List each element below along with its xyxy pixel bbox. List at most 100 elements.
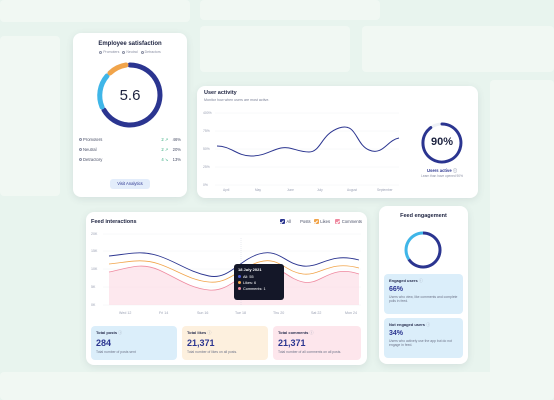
stat-description: Total number of all comments on all post… (278, 350, 342, 354)
not-engaged-users-panel: Not engaged users ⓘ 34% Users who active… (384, 318, 463, 358)
x-tick-label: August (347, 188, 357, 192)
x-tick-label: Tue 18 (235, 311, 246, 315)
stat-value: 21,371 (278, 338, 306, 348)
y-tick-label: 5K (91, 285, 96, 289)
stat-description: Total number of posts sent (96, 350, 136, 354)
engagement-ring (404, 231, 442, 269)
filter-posts[interactable]: Posts (300, 219, 311, 224)
x-tick-label: Thu 20 (273, 311, 284, 315)
background-tile (490, 80, 554, 380)
visit-analytics-button[interactable]: Visit Analytics (110, 179, 150, 189)
row-neutral: Neutral 2 ↗ 20% (79, 147, 181, 152)
row-promoters: Promoters 2 ↗ 46% (79, 137, 181, 142)
users-active-note: Learn than have opened 90% (421, 174, 463, 178)
users-active-label: Users active ⓘ (426, 168, 458, 173)
background-tile (362, 26, 554, 72)
x-tick-label: September (377, 188, 394, 192)
legend-item-promoters: Promoters (99, 50, 119, 54)
background-tile (0, 36, 60, 196)
y-tick-label: 400% (203, 111, 212, 115)
y-tick-label: 75% (203, 129, 210, 133)
y-tick-label: 0K (91, 303, 96, 307)
stat-total-posts: Total posts ⓘ 284 Total number of posts … (91, 326, 177, 360)
user-activity-chart: 400% 75% 50% 25% 0% April May June July … (203, 111, 400, 192)
satisfaction-legend: Promoters Neutral Detractors (73, 50, 187, 54)
x-axis-labels: Wed 12 Fri 14 Sun 16 Tue 18 Thu 20 Sat 2… (119, 311, 357, 315)
ring-segment-promoters (101, 62, 163, 128)
stat-value: 21,371 (187, 338, 215, 348)
stat-label: Not engaged users ⓘ (389, 322, 431, 327)
background-tile (200, 26, 350, 72)
stat-label: Engaged users ⓘ (389, 278, 423, 283)
filter-all[interactable]: All (279, 219, 291, 225)
background-tile (0, 372, 554, 400)
checkbox-icon (313, 219, 319, 225)
x-tick-label: Wed 12 (119, 311, 131, 315)
x-tick-label: Sun 16 (197, 311, 208, 315)
feed-engagement-card: Feed engagement Engaged users ⓘ 66% User… (379, 206, 468, 364)
y-axis-labels: 400% 75% 50% 25% 0% (203, 111, 212, 187)
card-title: User activity (204, 90, 237, 96)
y-tick-label: 25% (203, 165, 210, 169)
stat-label: Total likes ⓘ (187, 330, 212, 335)
employee-satisfaction-card: Employee satisfaction Promoters Neutral … (73, 33, 187, 197)
y-tick-label: 50% (203, 147, 210, 151)
card-subtitle: Monitor how when users are most active. (204, 98, 270, 102)
info-icon[interactable]: ⓘ (418, 278, 423, 283)
legend-item-detractors: Detractors (140, 50, 161, 54)
engaged-users-panel: Engaged users ⓘ 66% Users who view, like… (384, 274, 463, 314)
stat-description: Users who view, like comments and comple… (389, 295, 458, 303)
y-tick-label: 10K (91, 267, 98, 271)
activity-line (216, 126, 400, 157)
background-tile (0, 0, 190, 22)
info-icon[interactable]: ⓘ (426, 322, 431, 327)
y-tick-label: 0% (203, 183, 208, 187)
satisfaction-score: 5.6 (119, 87, 141, 104)
satisfaction-rows: Promoters 2 ↗ 46% Neutral 2 ↗ 20% Detrac… (79, 137, 181, 162)
filter-likes[interactable]: Likes (313, 219, 330, 225)
users-active-value: 90% (430, 136, 454, 148)
feed-filters: All Posts Likes Comments (279, 219, 362, 225)
legend-item-neutral: Neutral (122, 50, 138, 54)
row-detractory: Detractory 4 ↘ 13% (79, 157, 181, 162)
x-tick-label: Fri 14 (159, 311, 168, 315)
satisfaction-ring (97, 62, 163, 128)
info-icon[interactable]: ⓘ (118, 330, 123, 335)
info-icon[interactable]: ⓘ (452, 168, 458, 173)
x-tick-label: April (223, 188, 230, 192)
feed-interactions-card: Feed interactions All Posts Likes Commen… (86, 212, 367, 365)
checkbox-icon (279, 219, 285, 225)
background-tile (200, 0, 380, 20)
card-title: Feed engagement (400, 213, 447, 219)
x-axis-labels: April May June July August September (223, 188, 394, 192)
chart-tooltip: 18 July 2021 All: 55 Likes: 6 Comments: … (234, 264, 284, 300)
card-title: Employee satisfaction (98, 41, 162, 47)
y-axis-labels: 20K 15K 10K 5K 0K (91, 232, 98, 307)
tooltip-item: Comments: 1 (238, 287, 280, 291)
info-icon[interactable]: ⓘ (309, 330, 314, 335)
ring-segment-neutral (97, 73, 110, 110)
stat-label: Total comments ⓘ (278, 330, 314, 335)
stat-label: Total posts ⓘ (96, 330, 123, 335)
filter-comments[interactable]: Comments (335, 219, 362, 225)
y-tick-label: 20K (91, 232, 98, 236)
stat-total-comments: Total comments ⓘ 21,371 Total number of … (273, 326, 361, 360)
tooltip-item: Likes: 6 (238, 281, 280, 285)
stat-value: 284 (96, 338, 112, 348)
x-tick-label: June (287, 188, 294, 192)
stat-total-likes: Total likes ⓘ 21,371 Total number of lik… (182, 326, 268, 360)
stat-description: Users who actively use the app but do no… (389, 339, 452, 347)
info-icon[interactable]: ⓘ (207, 330, 212, 335)
card-title: Feed interactions (91, 219, 137, 225)
x-tick-label: Mon 24 (345, 311, 357, 315)
stat-description: Total number of likes on all posts. (187, 350, 238, 354)
ring-segment-detractors (107, 62, 129, 76)
checkbox-icon (335, 219, 341, 225)
x-tick-label: Sat 22 (311, 311, 321, 315)
y-tick-label: 15K (91, 249, 98, 253)
tooltip-item: All: 55 (238, 275, 280, 279)
stat-value: 34% (389, 330, 404, 337)
x-tick-label: July (317, 188, 323, 192)
users-active-gauge (421, 122, 463, 164)
x-tick-label: May (255, 188, 261, 192)
